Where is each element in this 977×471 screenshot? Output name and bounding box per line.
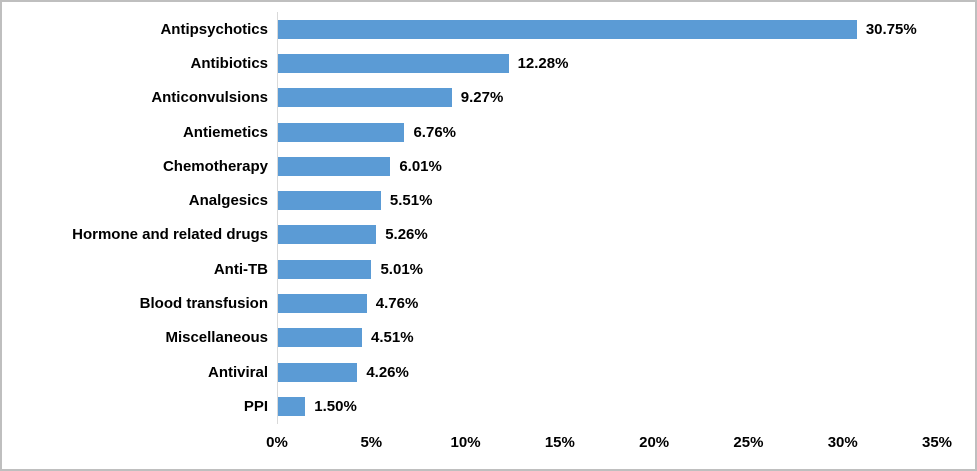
chart-row: PPI 1.50% — [2, 389, 975, 423]
bar-track: 6.01% — [277, 149, 937, 183]
x-axis-tick-label: 30% — [827, 433, 858, 451]
chart-row: Hormone and related drugs 5.26% — [2, 218, 975, 252]
category-label: Blood transfusion — [139, 295, 268, 313]
x-axis-tick-label: 0% — [266, 433, 288, 451]
bar-track: 30.75% — [277, 12, 937, 46]
category-label: Antiemetics — [182, 123, 268, 141]
category-label: Antibiotics — [190, 54, 269, 72]
value-label: 5.51% — [389, 192, 433, 210]
category-label: Hormone and related drugs — [72, 226, 268, 244]
bar-track: 4.76% — [277, 286, 937, 320]
bar — [277, 396, 306, 416]
x-axis: 0% 5% 10% 15% 20% 25% 30% 35% — [266, 424, 952, 464]
chart-row: Anticonvulsions 9.27% — [2, 81, 975, 115]
y-axis-line — [277, 12, 278, 424]
bar — [277, 53, 509, 73]
bar — [277, 294, 367, 314]
bar-track: 6.76% — [277, 115, 937, 149]
x-axis-tick-label: 15% — [544, 433, 575, 451]
value-label: 6.01% — [399, 157, 442, 175]
bar — [277, 191, 381, 211]
x-axis-tick-label: 5% — [360, 433, 383, 451]
bar-track: 4.26% — [277, 355, 937, 389]
bar-track: 12.28% — [277, 46, 937, 80]
category-label: Chemotherapy — [162, 157, 268, 175]
category-label: Antiviral — [207, 363, 268, 381]
chart-row: Miscellaneous 4.51% — [2, 321, 975, 355]
category-label: Antipsychotics — [160, 20, 268, 38]
chart-row: Antiviral 4.26% — [2, 355, 975, 389]
bar — [277, 328, 363, 348]
bar — [277, 259, 372, 279]
chart-row: Antipsychotics 30.75% — [2, 12, 975, 46]
chart-row: Analgesics 5.51% — [2, 183, 975, 217]
value-label: 6.76% — [413, 123, 457, 141]
bar-track: 5.01% — [277, 252, 937, 286]
value-label: 4.26% — [366, 363, 409, 381]
chart-row: Chemotherapy 6.01% — [2, 149, 975, 183]
value-label: 4.76% — [375, 295, 419, 313]
category-label: Anti-TB — [213, 260, 268, 278]
bar-track: 1.50% — [277, 389, 937, 423]
bar-track: 5.26% — [277, 218, 937, 252]
chart-rows: Antipsychotics 30.75% Antibiotics 12.28% Ant… — [2, 2, 975, 424]
category-label: Analgesics — [188, 192, 268, 210]
value-label: 30.75% — [865, 20, 917, 38]
bar-track: 4.51% — [277, 321, 937, 355]
bar — [277, 362, 358, 382]
category-label: Anticonvulsions — [151, 89, 268, 107]
chart-row: Blood transfusion 4.76% — [2, 286, 975, 320]
bar-track: 9.27% — [277, 81, 937, 115]
bar — [277, 156, 391, 176]
value-label: 1.50% — [314, 397, 357, 415]
bar — [277, 122, 405, 142]
value-label: 5.01% — [380, 260, 424, 278]
x-axis-tick-label: 10% — [450, 433, 481, 451]
bar — [277, 225, 377, 245]
bar — [277, 19, 857, 39]
x-axis-tick-label: 25% — [733, 433, 764, 451]
bar — [277, 88, 452, 108]
x-axis-tick-label: 20% — [639, 433, 670, 451]
category-label: PPI — [243, 397, 268, 415]
chart-row: Antibiotics 12.28% — [2, 46, 975, 80]
category-label: Miscellaneous — [165, 329, 268, 347]
bar-track: 5.51% — [277, 183, 937, 217]
value-label: 12.28% — [517, 54, 569, 72]
value-label: 4.51% — [371, 329, 414, 347]
x-axis-tick-label: 35% — [921, 433, 953, 451]
chart-row: Anti-TB 5.01% — [2, 252, 975, 286]
chart-row: Antiemetics 6.76% — [2, 115, 975, 149]
value-label: 9.27% — [460, 89, 504, 107]
value-label: 5.26% — [385, 226, 428, 244]
